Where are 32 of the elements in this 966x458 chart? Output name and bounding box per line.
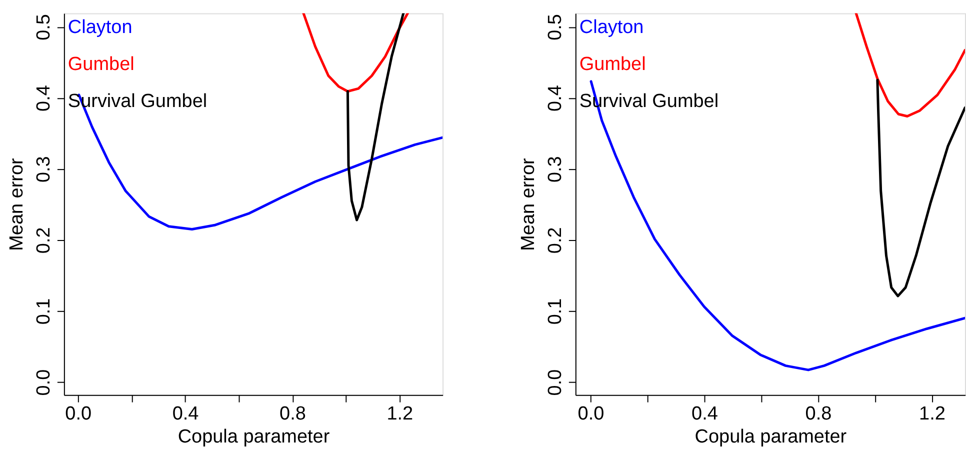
y-tick-label: 0.3 bbox=[33, 156, 54, 183]
y-tick-label: 0.0 bbox=[544, 369, 566, 396]
line-series bbox=[302, 13, 409, 93]
x-tick-label: 0.8 bbox=[280, 403, 306, 424]
y-tick-label: 0.2 bbox=[544, 227, 566, 254]
x-tick-label: 0.8 bbox=[805, 403, 832, 424]
x-axis-title: Copula parameter bbox=[178, 426, 330, 448]
line-series bbox=[346, 13, 405, 222]
y-tick-label: 0.5 bbox=[544, 14, 566, 40]
y-tick-label: 0.1 bbox=[544, 298, 566, 325]
text: Clayton bbox=[579, 17, 644, 38]
y-tick-label: 0.2 bbox=[33, 227, 54, 254]
y-tick-label: 0.0 bbox=[33, 369, 54, 396]
line-series bbox=[854, 13, 965, 118]
y-tick-label: 0.1 bbox=[33, 298, 54, 325]
y-axis-title: Mean error bbox=[6, 158, 28, 251]
text: Gumbel bbox=[68, 54, 134, 76]
line-series bbox=[876, 78, 965, 298]
x-tick-label: 0.0 bbox=[578, 403, 604, 424]
x-tick-label: 0.0 bbox=[65, 403, 92, 424]
x-tick-label: 1.2 bbox=[386, 403, 414, 424]
y-tick-label: 0.5 bbox=[33, 14, 54, 40]
y-tick-label: 0.3 bbox=[544, 156, 566, 183]
x-tick-label: 0.4 bbox=[692, 403, 718, 424]
x-axis-title: Copula parameter bbox=[694, 426, 847, 448]
y-axis-title: Mean error bbox=[518, 158, 539, 251]
y-tick-label: 0.4 bbox=[33, 85, 54, 112]
text: Clayton bbox=[68, 17, 132, 38]
y-tick-label: 0.4 bbox=[544, 85, 566, 112]
x-tick-label: 0.4 bbox=[172, 403, 199, 424]
x-tick-label: 1.2 bbox=[919, 403, 946, 424]
text: Gumbel bbox=[579, 54, 646, 76]
